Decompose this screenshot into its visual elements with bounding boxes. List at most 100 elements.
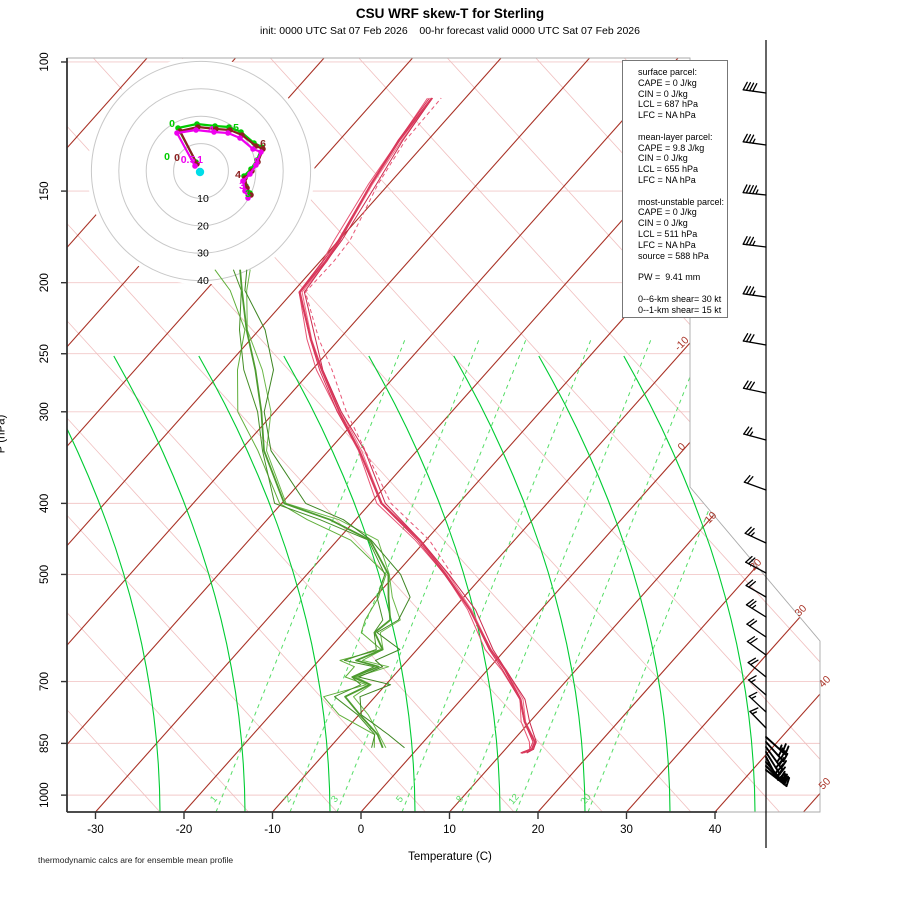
wind-barb-feather — [745, 236, 751, 246]
dewpoint-mean-trace — [239, 269, 392, 749]
footer-note: thermodynamic calcs are for ensemble mea… — [38, 855, 234, 865]
x-axis-tick-label: 40 — [709, 824, 722, 836]
wind-barb-feather — [782, 752, 789, 763]
hodograph-km-label: 0.5 — [181, 154, 196, 166]
hodograph-km-label: 4 — [208, 124, 214, 136]
sounding-traces — [214, 97, 537, 754]
y-axis-tick-label: 250 — [39, 344, 51, 363]
wind-barb-feather — [745, 82, 752, 91]
wind-barb-feather — [783, 775, 789, 786]
wind-barb-feather — [747, 657, 757, 664]
wind-barb — [745, 555, 767, 574]
parcel-info-line: CAPE = 0 J/kg — [638, 77, 697, 88]
wind-barb-feather — [777, 747, 784, 757]
hodograph-trace-marker — [253, 162, 259, 168]
parcel-info-line: CAPE = 0 J/kg — [638, 207, 697, 218]
parcel-info-line: CIN = 0 J/kg — [638, 153, 688, 164]
parcel-info-line: 0--6-km shear= 30 kt — [638, 293, 722, 304]
wind-barb-feather — [746, 427, 753, 436]
hodograph-km-label: 0 — [174, 152, 180, 164]
hodograph-km-label: 5 — [233, 122, 239, 134]
wind-barb — [747, 657, 767, 678]
wind-barb-feather — [747, 557, 756, 565]
wind-barb-feather — [742, 184, 748, 194]
hodograph-trace-marker — [211, 129, 217, 135]
isotherm-label: 10 — [703, 509, 720, 526]
wind-barb-feather — [777, 767, 784, 778]
wind-barb-feather — [742, 380, 749, 389]
parcel-info-line: LCL = 687 hPa — [638, 99, 698, 110]
hodograph-ring-label: 30 — [197, 248, 209, 260]
parcel-info-spacer — [638, 261, 723, 272]
hodograph-km-label: 5 — [254, 156, 260, 168]
hodograph-ring — [173, 143, 229, 199]
parcel-info-line: source = 588 hPa — [638, 250, 709, 261]
y-axis-tick-label: 700 — [39, 672, 51, 691]
isotherm-label: 50 — [817, 775, 834, 792]
wind-barb-feather — [745, 286, 752, 295]
wind-barb-feather — [748, 580, 757, 588]
hodograph-km-label: 1 — [197, 154, 203, 166]
dry-adiabat — [67, 58, 249, 812]
wind-barb-feather — [748, 620, 758, 627]
dry-adiabat — [67, 58, 515, 812]
isotherm — [67, 58, 695, 812]
y-axis-tick-label: 400 — [39, 494, 51, 513]
x-axis-tick-label: 0 — [358, 824, 364, 836]
moist-adiabat — [113, 355, 246, 812]
parcel-info-line: surface parcel: — [638, 67, 698, 77]
wind-barb-feather — [752, 185, 758, 195]
wind-barb-feather — [780, 773, 787, 783]
wind-barb-feather — [742, 332, 749, 342]
dewpoint-member-trace — [232, 269, 386, 748]
temperature-member-trace — [303, 97, 537, 754]
isotherm-label: 40 — [817, 673, 834, 690]
wind-barb — [744, 526, 767, 544]
wind-barb-half-feather — [776, 757, 781, 764]
wind-barb-feather — [742, 285, 748, 295]
y-axis-tick-label: 1000 — [39, 782, 51, 808]
hodograph-trace-marker — [192, 163, 198, 169]
y-axis-tick-label: 100 — [39, 52, 51, 71]
mixing-ratio-label: 3 — [329, 794, 341, 805]
wind-barb — [743, 474, 767, 491]
wind-barb-half-feather — [750, 695, 757, 700]
temperature-dashed-member — [304, 97, 453, 575]
x-axis-label: Temperature (C) — [408, 851, 492, 863]
wind-barb-feather — [745, 555, 753, 563]
wind-barb-feather — [745, 134, 752, 143]
parcel-info-line: LFC = NA hPa — [638, 174, 696, 185]
wind-barb-half-feather — [750, 532, 755, 537]
hodograph-ring-label: 20 — [197, 220, 209, 232]
wind-barb-feather — [749, 659, 759, 666]
wind-barb-feather — [774, 760, 783, 769]
moist-adiabat — [623, 355, 756, 812]
y-axis-tick-label: 200 — [39, 273, 51, 292]
page-subtitle: init: 0000 UTC Sat 07 Feb 2026 00-hr for… — [260, 25, 640, 37]
mixing-ratio-line — [215, 339, 406, 812]
dry-adiabat — [67, 58, 426, 812]
hodograph-km-label: 3 — [239, 180, 245, 192]
wind-barb — [742, 285, 767, 298]
temperature-mean-trace — [298, 97, 536, 754]
mixing-ratio-line — [336, 339, 527, 812]
wind-barb-half-feather — [752, 290, 756, 296]
parcel-info-spacer — [638, 283, 723, 294]
parcel-info-line: LFC = NA hPa — [638, 239, 696, 250]
wind-barb-feather — [747, 675, 757, 681]
wind-barb-feather — [748, 82, 755, 92]
wind-barb-half-feather — [749, 431, 754, 437]
wind-barb-feather — [749, 334, 755, 343]
hodograph-trace-marker — [225, 130, 231, 136]
wind-barb-half-feather — [750, 679, 756, 683]
wind-barb — [748, 691, 767, 713]
wind-barb-column — [742, 40, 791, 848]
hodograph-km-label: 0 — [164, 151, 170, 163]
wind-barb-half-feather — [778, 744, 783, 751]
temperature-member-trace — [298, 97, 534, 754]
moist-adiabat — [198, 355, 331, 812]
wind-barb — [742, 133, 767, 146]
wind-barb — [742, 380, 767, 394]
wind-barb-half-feather — [751, 604, 757, 609]
